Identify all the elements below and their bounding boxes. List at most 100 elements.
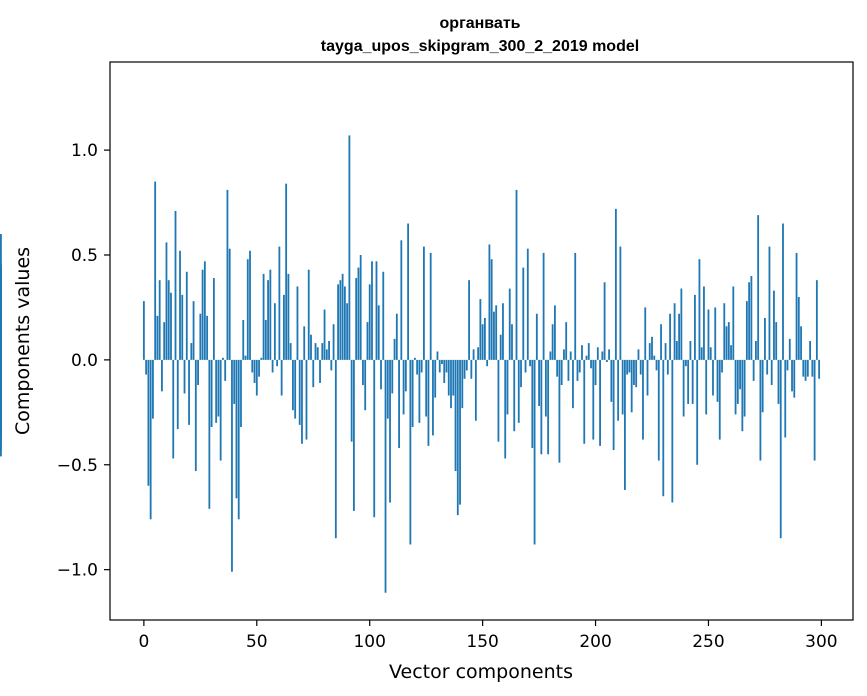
bar: [576, 359, 579, 381]
bar: [547, 359, 550, 455]
bar: [215, 359, 218, 423]
bar: [684, 359, 687, 367]
bar: [682, 359, 685, 417]
bar: [741, 359, 744, 432]
bar: [542, 252, 545, 360]
bar: [761, 359, 764, 413]
bar: [301, 359, 303, 444]
x-axis-label: Vector components: [389, 661, 573, 683]
bar: [210, 359, 213, 428]
bar: [242, 320, 245, 360]
bar: [764, 317, 766, 360]
bar: [815, 280, 818, 360]
bar: [432, 359, 434, 436]
bar: [251, 359, 254, 373]
bar: [389, 359, 391, 503]
bar: [188, 359, 190, 425]
y-tick-label: 0.5: [71, 246, 98, 266]
bar: [782, 223, 784, 360]
bar: [355, 278, 358, 360]
plot-frame: [109, 61, 854, 621]
bar: [246, 259, 249, 360]
bar: [395, 313, 398, 360]
bar: [459, 359, 461, 505]
bar: [698, 259, 701, 360]
bar: [206, 315, 209, 360]
bar: [705, 359, 708, 415]
bar: [142, 301, 145, 360]
bar: [219, 359, 222, 461]
y-tick-label: −1.0: [57, 561, 98, 581]
bar: [655, 359, 658, 371]
bar: [637, 349, 640, 360]
bar: [468, 280, 470, 360]
bar: [727, 322, 730, 360]
bar: [167, 280, 170, 360]
bar: [273, 303, 276, 360]
y-tick-label: 0.0: [71, 351, 98, 371]
bar: [477, 347, 480, 360]
bar: [520, 359, 522, 388]
bar: [596, 347, 599, 360]
bar: [635, 359, 638, 388]
bar: [748, 282, 751, 360]
bar: [788, 338, 791, 360]
bar: [393, 338, 396, 360]
bar: [592, 359, 595, 440]
bar: [278, 246, 281, 360]
bar: [565, 322, 568, 360]
bar: [642, 359, 644, 440]
bar: [707, 309, 710, 360]
bar: [745, 301, 748, 360]
bar: [809, 341, 811, 360]
bar: [506, 359, 509, 415]
bar: [549, 351, 552, 360]
bar: [382, 271, 385, 360]
bar: [465, 359, 468, 371]
bar: [409, 359, 412, 545]
bar: [766, 359, 769, 375]
bar: [578, 359, 581, 373]
bar: [572, 359, 574, 409]
bar: [147, 359, 150, 486]
bar: [664, 343, 667, 360]
bar: [757, 215, 760, 360]
bar: [673, 303, 676, 360]
bar: [725, 326, 728, 360]
bar: [646, 359, 649, 396]
bar: [474, 359, 477, 421]
bar: [296, 286, 299, 360]
bar: [249, 250, 251, 360]
bar: [199, 313, 202, 360]
bar: [441, 359, 443, 365]
bar: [560, 359, 563, 386]
bar: [145, 359, 148, 375]
bar: [689, 341, 692, 360]
bar: [192, 301, 195, 360]
bar: [594, 359, 597, 386]
bar: [176, 359, 179, 430]
bar: [418, 359, 421, 423]
bar: [648, 343, 651, 360]
bar: [626, 359, 629, 375]
bar: [152, 359, 154, 419]
bar: [357, 267, 360, 360]
bar: [319, 359, 321, 383]
bar: [305, 359, 308, 440]
bar: [292, 359, 294, 411]
bar: [630, 359, 633, 413]
bar: [328, 341, 330, 360]
x-tick-label: 150: [466, 632, 498, 652]
bar: [386, 359, 389, 419]
bar: [797, 296, 800, 360]
bar: [479, 299, 482, 360]
bar: [235, 359, 238, 499]
bar: [599, 359, 601, 446]
bar: [368, 284, 371, 360]
bar: [806, 359, 809, 377]
bar: [770, 359, 773, 386]
bar: [364, 359, 367, 411]
bar: [321, 343, 324, 360]
bar: [526, 248, 529, 360]
bar: [633, 359, 635, 386]
